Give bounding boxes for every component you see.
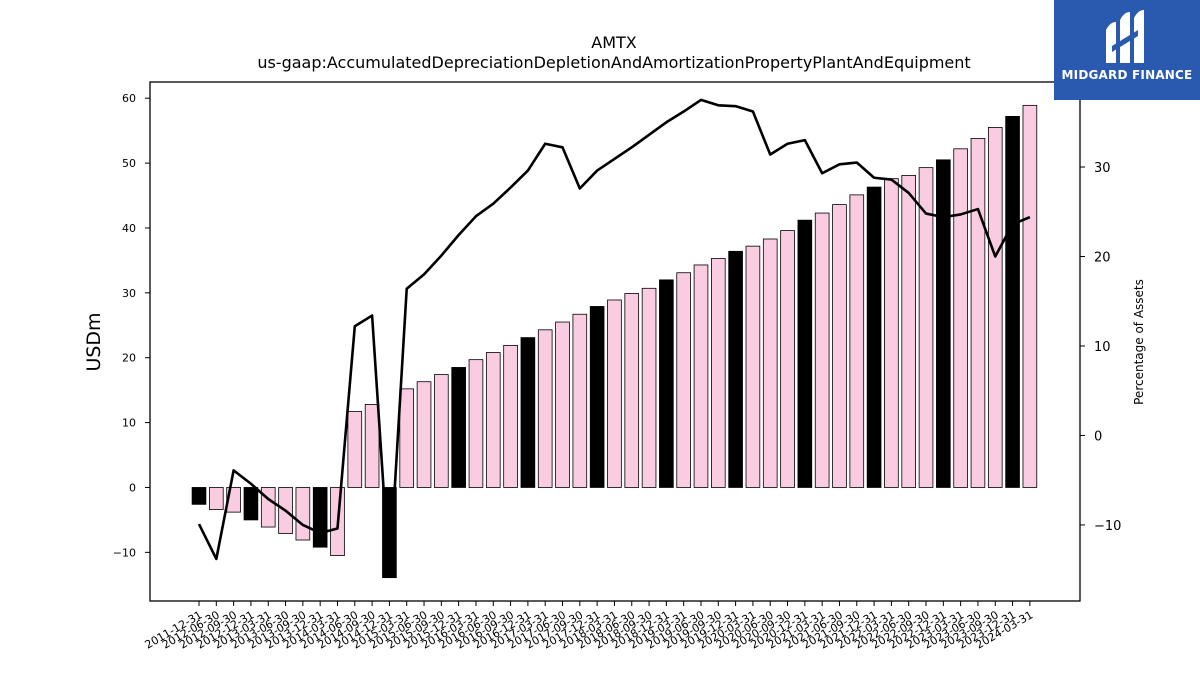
- bar: [295, 487, 311, 541]
- bar: [589, 306, 605, 488]
- chart-subtitle: us-gaap:AccumulatedDepreciationDepletion…: [257, 53, 970, 72]
- bar: [659, 279, 674, 488]
- bar: [711, 258, 726, 488]
- bar: [728, 250, 743, 488]
- bar: [364, 404, 380, 488]
- bar: [745, 245, 761, 488]
- bar: [347, 411, 363, 488]
- y2-tick-label: 10: [1094, 340, 1111, 355]
- bar: [693, 264, 709, 488]
- bar: [312, 487, 328, 548]
- y2-axis-label: Percentage of Assets: [1132, 279, 1146, 405]
- bar: [485, 352, 501, 488]
- bar: [434, 374, 449, 488]
- bar: [520, 337, 536, 488]
- brand-name: MIDGARD FINANCE: [1061, 68, 1193, 82]
- bar: [243, 487, 259, 521]
- bar: [780, 230, 795, 488]
- y-tick-label: 60: [122, 92, 136, 105]
- y-tick-label: 40: [122, 222, 136, 235]
- y2-tick-label: −10: [1094, 519, 1121, 534]
- y-axis-label: USDm: [83, 312, 105, 371]
- bar: [572, 313, 588, 488]
- bar: [503, 344, 518, 488]
- bar: [918, 167, 934, 488]
- bar: [866, 186, 882, 488]
- bar: [797, 219, 813, 488]
- bar: [849, 194, 865, 488]
- bar: [416, 381, 432, 488]
- bar: [814, 212, 830, 488]
- y-tick-label: 10: [122, 417, 136, 430]
- chart-title: AMTX: [591, 33, 637, 52]
- y2-tick-label: 0: [1094, 429, 1102, 444]
- bar: [884, 178, 899, 488]
- line-group: [197, 98, 1031, 579]
- bar: [970, 138, 986, 488]
- bars-group: [191, 104, 1038, 579]
- axes-group: 2011-12-312012-06-302012-09-302012-12-31…: [113, 92, 1122, 651]
- brand-logo: MIDGARD FINANCE: [1054, 0, 1200, 100]
- bar: [537, 329, 553, 488]
- bar: [555, 321, 570, 488]
- bar: [762, 238, 778, 488]
- bar: [607, 299, 622, 488]
- bar: [209, 487, 224, 510]
- line-series: [197, 98, 1031, 579]
- bar: [451, 367, 466, 488]
- bar: [624, 293, 640, 488]
- bar: [468, 359, 484, 488]
- bar: [832, 204, 847, 488]
- y-tick-label: 0: [129, 481, 136, 494]
- bar: [676, 272, 691, 488]
- y-tick-label: 20: [122, 352, 136, 365]
- bar: [936, 159, 951, 488]
- bar: [191, 487, 207, 505]
- y-tick-label: −10: [113, 546, 136, 559]
- midgard-logo-mark-icon: [1106, 10, 1144, 63]
- bar: [901, 175, 917, 488]
- plot-frame: [149, 81, 1081, 602]
- bar: [641, 287, 657, 488]
- bar: [1022, 104, 1038, 488]
- bar: [1005, 115, 1020, 488]
- y-tick-label: 30: [122, 287, 136, 300]
- bar: [399, 388, 415, 488]
- y-tick-label: 50: [122, 157, 136, 170]
- y2-tick-label: 20: [1094, 250, 1111, 265]
- bar: [987, 127, 1003, 488]
- bar: [953, 148, 968, 488]
- y2-tick-label: 30: [1094, 161, 1111, 176]
